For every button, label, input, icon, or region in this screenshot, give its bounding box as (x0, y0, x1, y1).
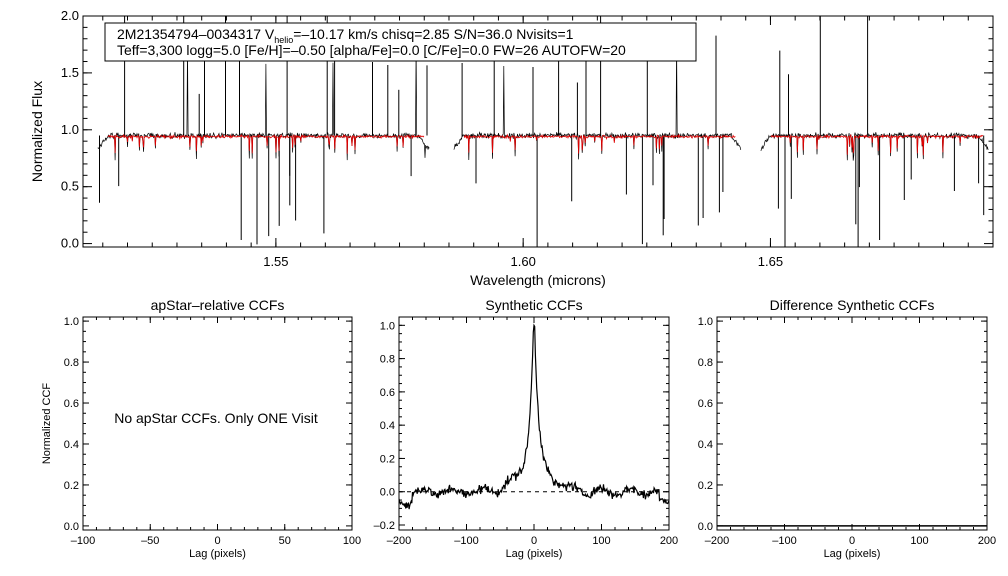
y-tick-label: 1.0 (61, 122, 79, 137)
x-tick-label: 200 (978, 535, 996, 547)
x-tick-label: –100 (71, 535, 95, 547)
no-ccf-message: No apStar CCFs. Only ONE Visit (114, 410, 318, 426)
observed-spectrum-chip-1 (97, 43, 430, 161)
y-tick-label: 0.6 (698, 398, 713, 410)
x-tick-label: 1.65 (758, 254, 783, 269)
model-spectrum-chip-3 (770, 133, 984, 156)
annotation-subscript: helio (274, 35, 293, 45)
plot-frame (82, 15, 994, 248)
y-tick-label: 2.0 (61, 8, 79, 23)
x-tick-label: 0 (214, 535, 220, 547)
plot-frame (398, 316, 670, 531)
model-spectrum-chip-1 (107, 133, 425, 154)
y-tick-label: 0.2 (380, 453, 395, 465)
panel-title: apStar–relative CCFs (151, 297, 285, 313)
x-axis-label: Wavelength (microns) (470, 272, 606, 288)
y-tick-label: 0.4 (64, 439, 79, 451)
x-axis-label: Lag (pixels) (506, 548, 563, 560)
y-tick-label: 0.0 (698, 521, 713, 533)
y-axis-label: Normalized Flux (29, 81, 45, 182)
y-tick-label: 1.0 (380, 320, 395, 332)
x-tick-label: –200 (387, 535, 411, 547)
y-tick-label: –0.2 (374, 520, 395, 532)
x-axis-label: Lag (pixels) (189, 548, 246, 560)
y-tick-label: 0.0 (380, 487, 395, 499)
plot-frame (716, 316, 988, 531)
synthetic-ccf-panel: –200 –100 0 100 200 –0.2 0.0 0.2 0.4 0.6 0.8 1.0 Lag… (374, 297, 679, 560)
x-tick-label: –100 (454, 535, 478, 547)
apstar-ccf-panel: –100 –50 0 50 100 0.0 0.2 0.4 0.6 0.8 1.0 Lag (pixe… (41, 297, 361, 560)
observed-spectrum-chip-3 (760, 131, 989, 161)
x-axis-label: Lag (pixels) (824, 548, 881, 560)
y-axis-label: Normalized CCF (41, 383, 53, 465)
panel-title: Synthetic CCFs (485, 297, 582, 313)
panel-title: Difference Synthetic CCFs (770, 297, 935, 313)
difference-ccf-panel: –200 –100 0 100 200 0.0 0.2 0.4 0.6 0.8 1.0 Lag (pi… (698, 297, 996, 560)
y-tick-label: 0.0 (61, 236, 79, 251)
y-tick-label: 0.8 (380, 354, 395, 366)
y-tick-label: 0.6 (64, 398, 79, 410)
annotation-velocity: =–10.17 km/s chisq=2.85 S/N=36.0 Nvisits… (293, 26, 573, 42)
y-tick-label: 1.5 (61, 65, 79, 80)
annotation-star-id: 2M21354794–0034317 V (117, 26, 275, 42)
y-tick-label: 0.4 (380, 420, 395, 432)
y-tick-label: 1.0 (698, 316, 713, 328)
spectrum-panel: 1.55 1.60 1.65 0.0 0.5 1.0 1.5 2.0 Wavelength (m… (29, 8, 994, 288)
y-tick-label: 0.5 (61, 179, 79, 194)
x-tick-label: 0 (849, 535, 855, 547)
y-tick-label: 0.6 (380, 387, 395, 399)
x-tick-label: 1.55 (263, 254, 288, 269)
annotation-box (104, 22, 697, 62)
y-tick-label: 0.8 (698, 357, 713, 369)
y-tick-label: 0.2 (64, 480, 79, 492)
annotation-line-2: Teff=3,300 logg=5.0 [Fe/H]=–0.50 [alpha/… (117, 42, 626, 58)
y-tick-label: 0.2 (698, 480, 713, 492)
y-tick-label: 1.0 (64, 316, 79, 328)
x-tick-label: –50 (141, 535, 159, 547)
x-tick-label: 200 (660, 535, 678, 547)
x-tick-label: 50 (279, 535, 291, 547)
y-tick-label: 0.4 (698, 439, 713, 451)
annotation-line-1: 2M21354794–0034317 Vhelio=–10.17 km/s ch… (117, 26, 574, 45)
x-tick-label: –200 (705, 535, 729, 547)
synthetic-ccf-line (398, 323, 670, 510)
y-tick-label: 0.8 (64, 357, 79, 369)
y-tick-label: 0.0 (64, 521, 79, 533)
x-tick-label: –100 (772, 535, 796, 547)
x-tick-label: 100 (910, 535, 928, 547)
x-tick-label: 1.60 (511, 254, 536, 269)
x-tick-label: 100 (343, 535, 361, 547)
x-tick-label: 100 (592, 535, 610, 547)
model-spectrum-chip-2 (463, 133, 736, 154)
x-tick-label: 0 (531, 535, 537, 547)
